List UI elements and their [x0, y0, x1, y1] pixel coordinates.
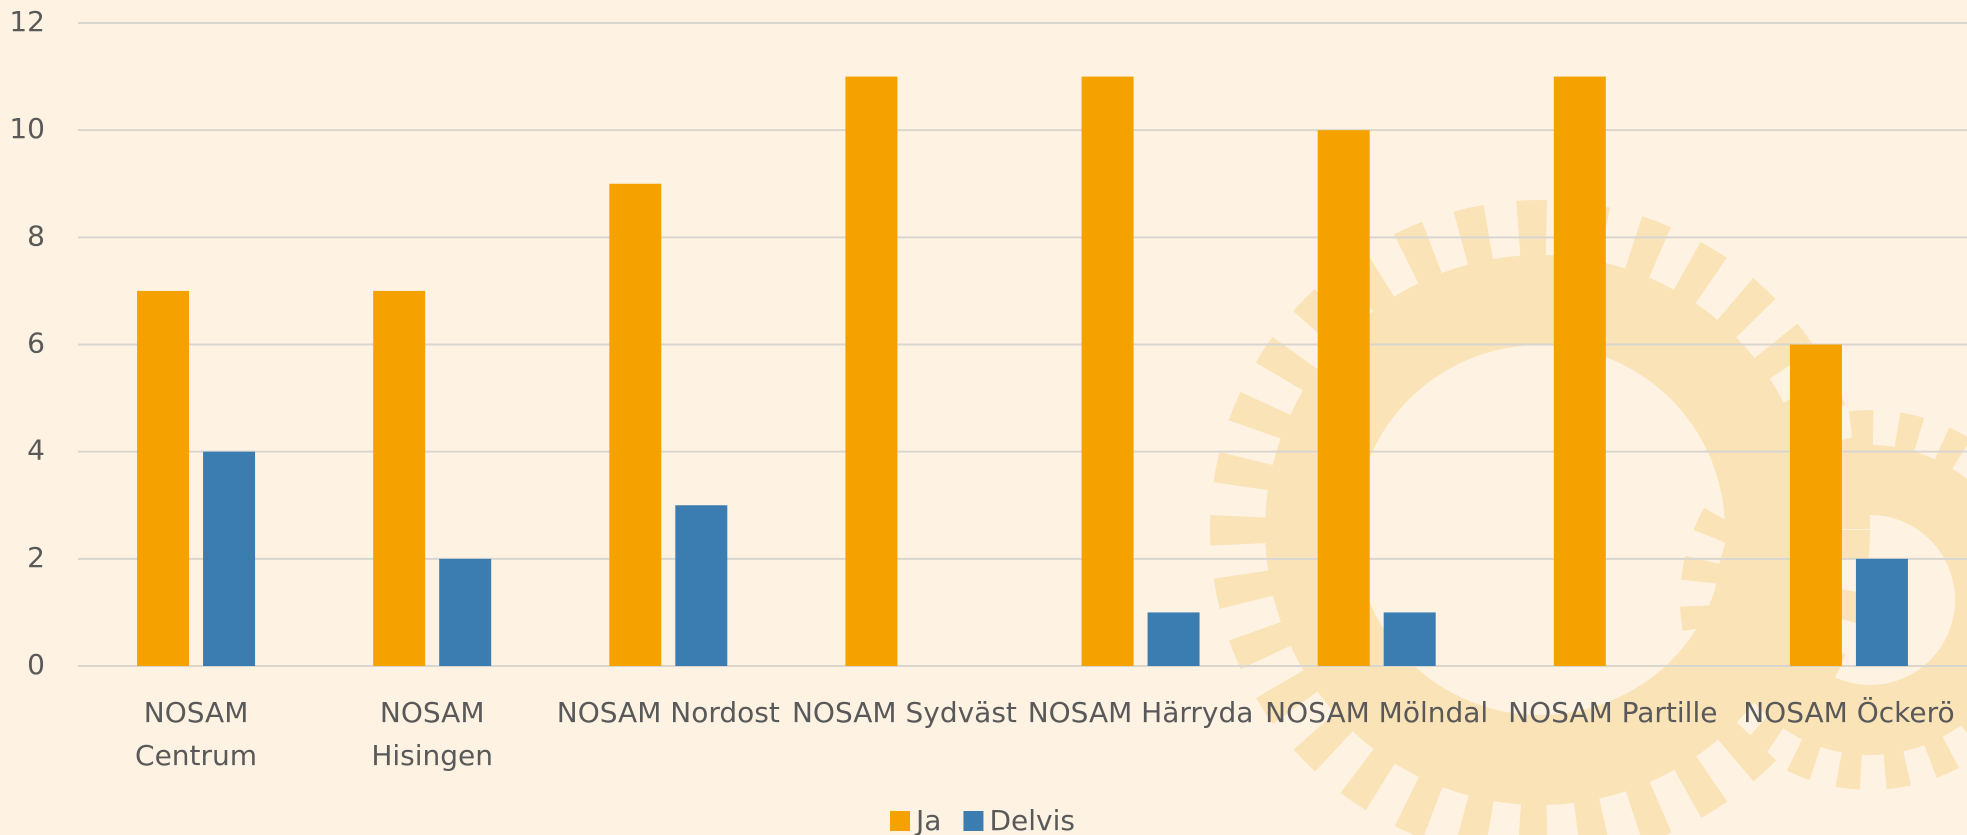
y-tick-label: 0	[27, 648, 45, 681]
y-tick-label: 6	[27, 327, 45, 360]
y-tick-label: 2	[27, 541, 45, 574]
bar	[1384, 612, 1436, 666]
bar	[137, 291, 189, 666]
y-tick-label: 10	[9, 112, 45, 145]
bar	[439, 559, 491, 666]
y-tick-label: 4	[27, 434, 45, 467]
legend-swatch	[890, 811, 910, 831]
bar	[845, 77, 897, 666]
bar	[1790, 345, 1842, 667]
x-tick-label: NOSAM Partille	[1508, 696, 1717, 729]
bar	[203, 452, 255, 666]
bar	[609, 184, 661, 666]
bar	[1554, 77, 1606, 666]
legend-label: Delvis	[989, 804, 1075, 835]
bar	[675, 505, 727, 666]
y-tick-label: 12	[9, 5, 45, 38]
bar	[1856, 559, 1908, 666]
x-tick-label: NOSAM Sydväst	[792, 696, 1017, 729]
x-tick-label: NOSAM Härryda	[1028, 696, 1254, 729]
y-tick-label: 8	[27, 219, 45, 252]
legend-label: Ja	[914, 804, 941, 835]
bar	[1318, 130, 1370, 666]
x-tick-label: NOSAM Nordost	[557, 696, 780, 729]
chart: 024681012NOSAMCentrumNOSAMHisingenNOSAM …	[0, 0, 1967, 835]
x-tick-label: NOSAM Mölndal	[1265, 696, 1488, 729]
legend-swatch	[963, 811, 983, 831]
bar	[1148, 612, 1200, 666]
bar	[373, 291, 425, 666]
bar	[1082, 77, 1134, 666]
x-tick-label: NOSAM Öckerö	[1743, 695, 1954, 729]
